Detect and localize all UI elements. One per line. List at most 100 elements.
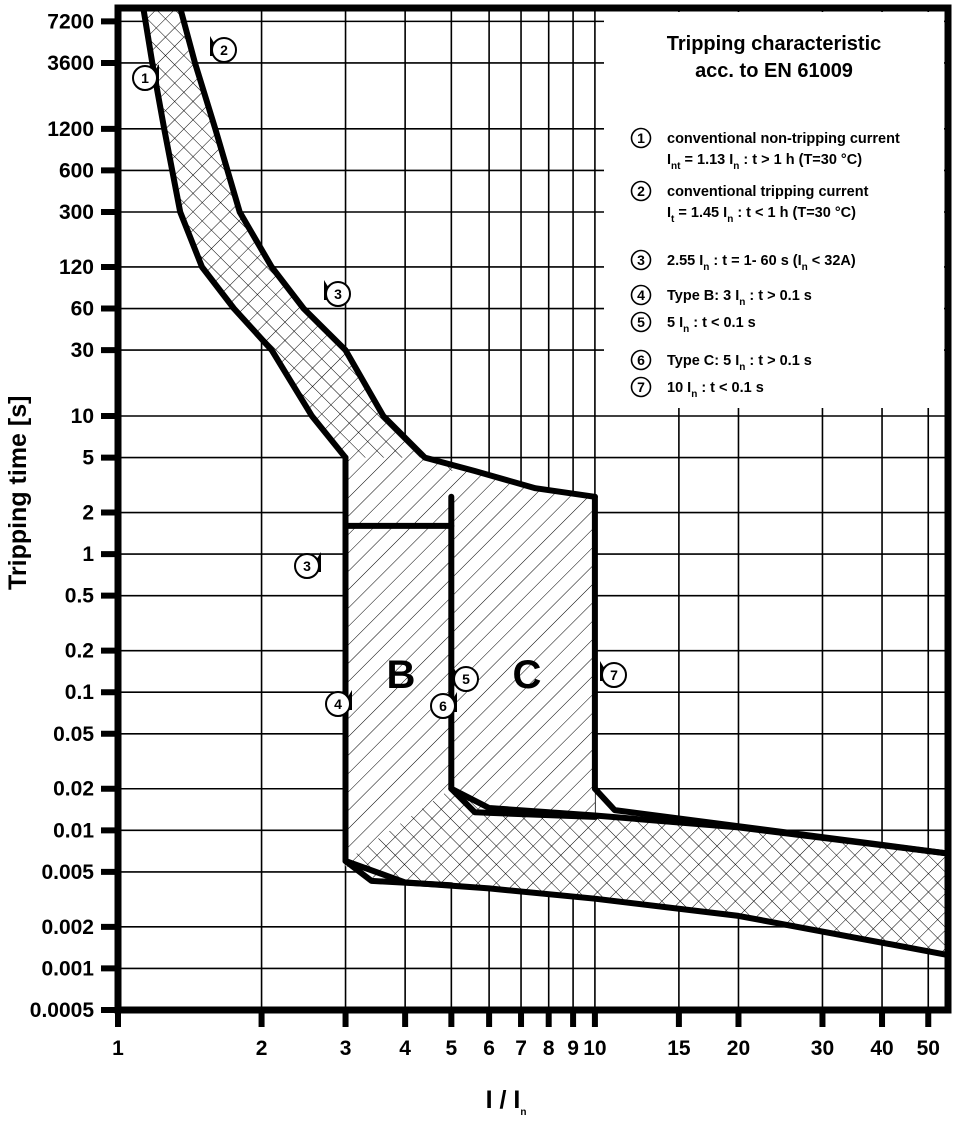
y-tick-label: 1 bbox=[82, 543, 94, 566]
x-tick-label: 5 bbox=[446, 1037, 458, 1060]
x-tick-label: 20 bbox=[727, 1037, 750, 1060]
y-tick-label: 5 bbox=[82, 447, 94, 470]
legend-item-4: 4 Type B: 3 In : t > 0.1 s bbox=[630, 284, 812, 308]
callout-marker-1: 1 bbox=[132, 64, 159, 91]
y-axis-title: Tripping time [s] bbox=[4, 396, 32, 590]
marker-circle bbox=[453, 666, 479, 692]
legend-marker-circle bbox=[630, 349, 652, 371]
x-tick-label: 50 bbox=[917, 1037, 940, 1060]
legend-item-2: 2 conventional tripping current It = 1.45 … bbox=[630, 180, 869, 225]
marker-circle bbox=[211, 37, 237, 63]
y-tick-label: 10 bbox=[71, 405, 94, 428]
zone-b-region bbox=[345, 457, 452, 886]
legend-marker-number: 3 bbox=[637, 252, 645, 268]
marker-circle bbox=[601, 662, 627, 688]
zone-label-B: B bbox=[387, 653, 416, 697]
y-tick-label: 0.2 bbox=[65, 640, 94, 663]
zone-b-upper-region bbox=[345, 457, 452, 526]
legend-marker-number: 2 bbox=[637, 183, 645, 199]
x-tick-label: 1 bbox=[112, 1037, 124, 1060]
plot-frame bbox=[114, 4, 952, 1014]
marker-number: 2 bbox=[220, 42, 228, 58]
zone-label-C: C bbox=[513, 653, 542, 697]
b-zone-right-edge bbox=[448, 493, 598, 820]
legend-items: 1 conventional non-tripping current Int = … bbox=[630, 127, 900, 400]
callout-marker-7: 7 bbox=[600, 661, 627, 688]
marker-number: 4 bbox=[334, 696, 342, 712]
legend-item-text: 5 In : t < 0.1 s bbox=[667, 315, 756, 335]
legend-item-text: Type B: 3 In : t > 0.1 s bbox=[667, 288, 812, 308]
instantaneous-band-region bbox=[345, 788, 948, 955]
x-tick-label: 40 bbox=[870, 1037, 893, 1060]
legend-title-line2: acc. to EN 61009 bbox=[695, 60, 853, 82]
legend-marker-number: 7 bbox=[637, 379, 645, 395]
band-layer bbox=[143, 8, 948, 955]
legend-panel bbox=[604, 12, 944, 408]
y-tick-label: 0.1 bbox=[65, 681, 95, 704]
marker-circle bbox=[430, 693, 456, 719]
y-tick-label: 0.001 bbox=[41, 957, 94, 980]
callout-marker-3b: 3 bbox=[294, 552, 321, 579]
legend-item-text: Int = 1.13 In : t > 1 h (T=30 °C) bbox=[667, 152, 862, 172]
marker-number: 6 bbox=[439, 698, 447, 714]
y-tick-label: 0.01 bbox=[53, 819, 94, 842]
tick-layer bbox=[101, 18, 932, 1027]
marker-number: 3 bbox=[334, 286, 342, 302]
x-tick-label: 10 bbox=[583, 1037, 606, 1060]
y-tick-label: 0.05 bbox=[53, 723, 94, 746]
callout-marker-4: 4 bbox=[325, 690, 352, 717]
thermal-band-region bbox=[143, 8, 595, 526]
y-tick-label: 0.02 bbox=[53, 778, 94, 801]
legend-marker-circle bbox=[630, 311, 652, 333]
y-tick-label: 1200 bbox=[47, 118, 94, 141]
marker-circle bbox=[325, 691, 351, 717]
marker-circle bbox=[132, 65, 158, 91]
legend-item-3: 3 2.55 In : t = 1- 60 s (In < 32A) bbox=[630, 249, 856, 273]
x-axis-title: I / In bbox=[486, 1086, 527, 1118]
y-tick-label: 120 bbox=[59, 256, 94, 279]
y-tick-label: 7200 bbox=[47, 10, 94, 33]
x-tick-label: 9 bbox=[567, 1037, 579, 1060]
legend-marker-number: 5 bbox=[637, 314, 645, 330]
y-tick-label: 300 bbox=[59, 201, 94, 224]
y-tick-label: 60 bbox=[71, 298, 94, 321]
legend-item-text: conventional non-tripping current bbox=[667, 131, 900, 147]
legend-item-text: Type C: 5 In : t > 0.1 s bbox=[667, 353, 812, 373]
y-tick-label: 3600 bbox=[47, 52, 94, 75]
thermal-lower-curve bbox=[140, 8, 455, 529]
thermal-upper-curve bbox=[177, 8, 598, 500]
y-tick-label: 600 bbox=[59, 159, 94, 182]
legend-marker-number: 1 bbox=[637, 130, 645, 146]
legend-item-6: 6 Type C: 5 In : t > 0.1 s bbox=[630, 349, 812, 373]
instant-upper-curve bbox=[448, 785, 948, 857]
legend-marker-number: 6 bbox=[637, 352, 645, 368]
legend-title-line1: Tripping characteristic bbox=[667, 33, 882, 55]
y-tick-label: 2 bbox=[82, 502, 94, 525]
legend-marker-circle bbox=[630, 249, 652, 271]
y-tick-label: 0.005 bbox=[41, 861, 94, 884]
marker-number: 7 bbox=[610, 667, 618, 683]
legend-item-text: conventional tripping current bbox=[667, 184, 869, 200]
legend-marker-circle bbox=[630, 376, 652, 398]
callout-marker-2: 2 bbox=[210, 36, 237, 63]
marker-number: 3 bbox=[303, 558, 311, 574]
marker-number: 1 bbox=[141, 70, 149, 86]
x-tick-label: 30 bbox=[811, 1037, 834, 1060]
x-tick-label: 2 bbox=[256, 1037, 268, 1060]
curve-layer bbox=[140, 8, 948, 958]
y-tick-label: 0.002 bbox=[41, 916, 94, 939]
callout-marker-3a: 3 bbox=[324, 280, 351, 307]
x-tick-label: 7 bbox=[515, 1037, 527, 1060]
legend-item-1: 1 conventional non-tripping current Int = … bbox=[630, 127, 900, 172]
x-tick-label: 6 bbox=[483, 1037, 495, 1060]
y-tick-label: 30 bbox=[71, 339, 94, 362]
callout-marker-5: 5 bbox=[452, 665, 479, 692]
marker-circle bbox=[294, 553, 320, 579]
legend-item-7: 7 10 In : t < 0.1 s bbox=[630, 376, 764, 400]
callout-marker-6: 6 bbox=[430, 692, 457, 719]
legend-marker-circle bbox=[630, 127, 652, 149]
x-tick-label: 3 bbox=[340, 1037, 352, 1060]
legend-item-text: It = 1.45 In : t < 1 h (T=30 °C) bbox=[667, 205, 856, 225]
